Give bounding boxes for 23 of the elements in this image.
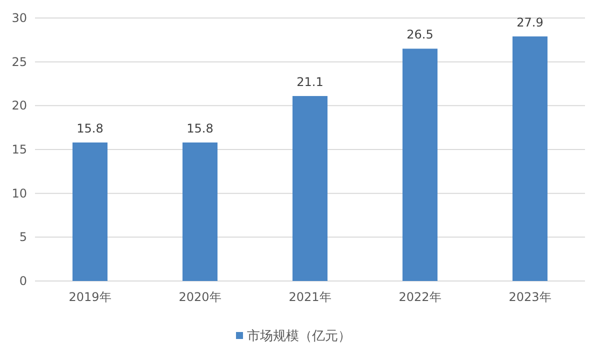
y-tick-label: 25 (12, 54, 27, 69)
data-label: 15.8 (76, 121, 104, 136)
bar (402, 48, 438, 281)
x-tick-label: 2021年 (288, 290, 332, 304)
x-tick-label: 2023年 (508, 290, 552, 304)
bar (292, 96, 328, 281)
data-label: 27.9 (516, 15, 544, 30)
data-label: 26.5 (406, 28, 434, 42)
bar (512, 36, 548, 281)
data-label: 15.8 (186, 121, 214, 136)
y-tick-label: 0 (19, 274, 27, 288)
x-tick-label: 2019年 (68, 290, 112, 304)
y-tick-label: 5 (19, 230, 27, 244)
x-tick-label: 2022年 (398, 290, 442, 304)
bar (72, 142, 108, 281)
x-tick-label: 2020年 (178, 290, 222, 304)
data-label: 21.1 (296, 75, 324, 90)
y-tick-label: 20 (12, 98, 27, 113)
bar (182, 142, 218, 281)
y-tick-label: 15 (12, 142, 27, 156)
y-tick-label: 30 (12, 11, 27, 25)
legend-label: 市场规模（亿元） (247, 329, 351, 344)
y-tick-label: 10 (12, 186, 27, 200)
